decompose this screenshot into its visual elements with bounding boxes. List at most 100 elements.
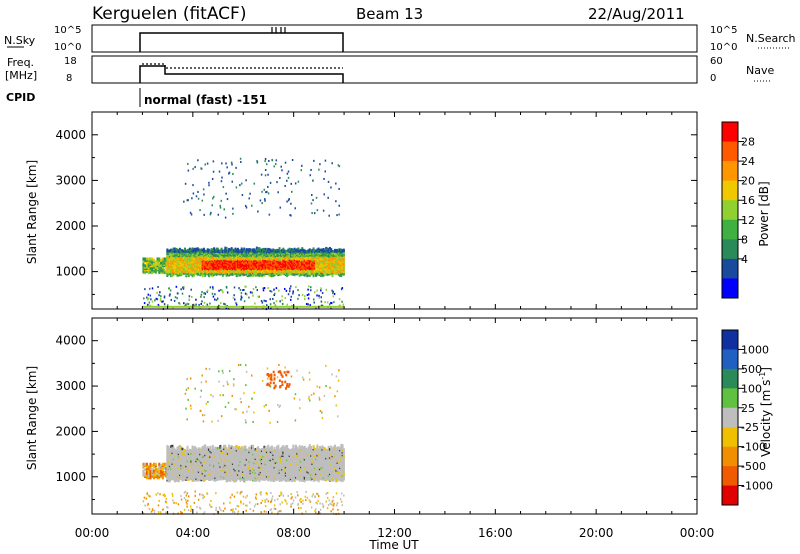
- power-cell: [286, 270, 289, 273]
- velocity-cell: [219, 459, 222, 463]
- velocity-cell: [233, 478, 236, 482]
- power-cell: [194, 261, 197, 264]
- power-cell: [264, 157, 267, 160]
- velocity-cell: [166, 449, 169, 452]
- power-cell: [220, 254, 223, 258]
- power-cell: [325, 261, 328, 265]
- velocity-cell: [236, 462, 239, 465]
- power-cell: [185, 261, 188, 264]
- velocity-cell: [225, 459, 228, 462]
- power-cell: [244, 255, 247, 258]
- power-cell: [172, 252, 175, 256]
- velocity-cell: [220, 453, 223, 456]
- velocity-cell: [229, 476, 232, 480]
- power-cell: [330, 249, 333, 252]
- power-cell: [245, 271, 248, 274]
- power-cell: [301, 247, 304, 250]
- velocity-cell: [245, 459, 248, 462]
- power-cell: [220, 255, 223, 259]
- power-cell: [196, 258, 199, 261]
- power-cell: [277, 264, 280, 267]
- power-cell: [238, 272, 241, 276]
- velocity-cell: [190, 464, 193, 467]
- velocity-cell: [168, 459, 171, 462]
- power-cell: [216, 251, 219, 255]
- power-cell: [269, 251, 272, 254]
- power-cell: [294, 251, 297, 255]
- power-cell: [207, 252, 210, 256]
- power-cell: [299, 270, 302, 274]
- power-cell: [316, 262, 319, 265]
- velocity-cell: [210, 453, 213, 457]
- power-cell: [272, 297, 274, 300]
- velocity-cell: [247, 453, 250, 456]
- velocity-cell: [170, 462, 173, 466]
- velocity-cell: [235, 479, 238, 482]
- power-cell: [255, 268, 258, 272]
- velocity-cell: [224, 447, 227, 450]
- velocity-cell: [210, 449, 213, 453]
- power-cell: [253, 264, 256, 268]
- velocity-cell: [207, 474, 210, 477]
- velocity-cell: [182, 452, 185, 456]
- power-cell: [277, 261, 280, 264]
- power-cell: [210, 270, 213, 273]
- power-cell: [194, 253, 197, 256]
- velocity-cell: [216, 467, 219, 470]
- velocity-cell: [247, 449, 250, 452]
- power-cell: [332, 262, 335, 265]
- power-cell: [299, 258, 302, 261]
- velocity-cell: [226, 476, 229, 480]
- power-cell: [277, 270, 280, 274]
- power-cell: [260, 252, 263, 256]
- velocity-cell: [235, 473, 238, 477]
- power-cell: [248, 197, 250, 200]
- power-cell: [173, 266, 176, 270]
- velocity-cell: [194, 446, 197, 449]
- velocity-cell: [181, 477, 184, 481]
- velocity-cell: [214, 471, 217, 474]
- power-cell: [338, 298, 341, 301]
- power-cell: [226, 256, 229, 260]
- power-cell: [229, 263, 232, 267]
- velocity-cell: [194, 447, 197, 451]
- power-cell: [254, 261, 257, 265]
- power-cell: [170, 251, 173, 254]
- power-cell: [232, 296, 235, 299]
- velocity-cell: [187, 453, 190, 457]
- velocity-cell: [178, 455, 181, 459]
- nsky-tick-bottom: 10^0: [54, 42, 81, 53]
- velocity-cell: [231, 473, 234, 476]
- power-cell: [320, 300, 323, 303]
- power-cell: [276, 259, 279, 263]
- velocity-cell: [219, 444, 222, 448]
- power-cell: [200, 255, 203, 258]
- power-cell: [269, 262, 272, 265]
- power-cell: [225, 268, 228, 272]
- power-cell: [283, 261, 286, 265]
- velocity-cell: [201, 450, 204, 453]
- power-cell: [184, 247, 187, 251]
- power-cell: [172, 251, 175, 255]
- power-cell: [233, 294, 235, 297]
- power-cell: [325, 256, 328, 260]
- velocity-cell: [218, 468, 221, 471]
- power-cell: [253, 260, 256, 264]
- power-cell: [326, 262, 329, 266]
- velocity-cell: [190, 472, 193, 475]
- power-cell: [238, 254, 241, 258]
- velocity-cell: [230, 468, 233, 471]
- velocity-cell: [223, 474, 226, 478]
- power-cell: [148, 287, 151, 290]
- power-cell: [310, 168, 312, 171]
- velocity-cell: [182, 455, 185, 458]
- power-cell: [303, 264, 306, 268]
- power-cell: [288, 254, 291, 258]
- power-cell: [269, 290, 271, 293]
- power-cell: [335, 269, 338, 273]
- power-cell: [337, 266, 340, 269]
- power-cell: [238, 264, 241, 267]
- power-cell: [327, 271, 330, 274]
- power-cell: [267, 261, 270, 265]
- velocity-cell: [167, 471, 170, 475]
